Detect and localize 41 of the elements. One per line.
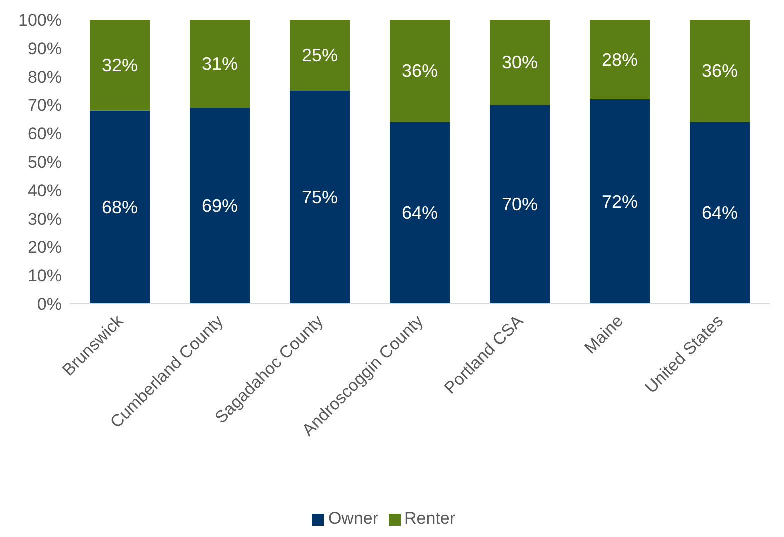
data-label: 32% bbox=[102, 55, 138, 76]
legend-label: Renter bbox=[404, 509, 456, 528]
bar bbox=[590, 20, 650, 100]
data-label: 69% bbox=[202, 196, 238, 216]
bar bbox=[90, 110, 150, 304]
y-tick-label: 30% bbox=[28, 210, 62, 229]
y-tick-label: 80% bbox=[28, 68, 62, 87]
y-tick-label: 0% bbox=[37, 295, 62, 314]
y-tick-label: 90% bbox=[28, 39, 62, 58]
data-label: 68% bbox=[102, 197, 138, 218]
y-tick-label: 10% bbox=[28, 266, 62, 286]
bar bbox=[690, 122, 750, 304]
bar bbox=[590, 100, 650, 304]
data-label: 72% bbox=[602, 192, 638, 212]
bar bbox=[390, 20, 450, 122]
data-label: 25% bbox=[302, 46, 338, 66]
data-label: 75% bbox=[302, 188, 338, 208]
data-label: 28% bbox=[602, 50, 638, 70]
bar bbox=[190, 108, 250, 304]
bar bbox=[290, 91, 350, 304]
bar bbox=[390, 122, 450, 304]
data-label: 30% bbox=[502, 52, 538, 73]
bar bbox=[690, 20, 750, 122]
y-tick-label: 50% bbox=[28, 153, 62, 172]
data-label: 70% bbox=[502, 194, 538, 215]
bar bbox=[190, 20, 250, 108]
bar bbox=[490, 20, 550, 106]
data-label: 64% bbox=[702, 203, 738, 224]
bar bbox=[90, 20, 150, 111]
data-label: 36% bbox=[402, 61, 438, 82]
bar bbox=[490, 105, 550, 304]
data-label: 64% bbox=[402, 203, 438, 224]
data-label: 36% bbox=[702, 61, 738, 82]
data-label: 31% bbox=[202, 54, 238, 74]
bar bbox=[290, 20, 350, 91]
legend-label: Owner bbox=[328, 509, 379, 528]
y-tick-label: 20% bbox=[28, 238, 62, 258]
y-tick-label: 40% bbox=[28, 181, 62, 200]
y-tick-label: 70% bbox=[28, 96, 62, 116]
y-tick-label: 100% bbox=[18, 11, 62, 30]
y-tick-label: 60% bbox=[28, 124, 62, 144]
